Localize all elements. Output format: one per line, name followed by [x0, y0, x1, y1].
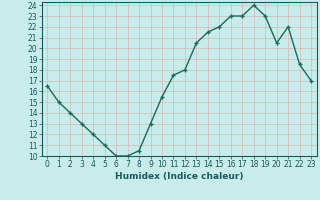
X-axis label: Humidex (Indice chaleur): Humidex (Indice chaleur) — [115, 172, 244, 181]
